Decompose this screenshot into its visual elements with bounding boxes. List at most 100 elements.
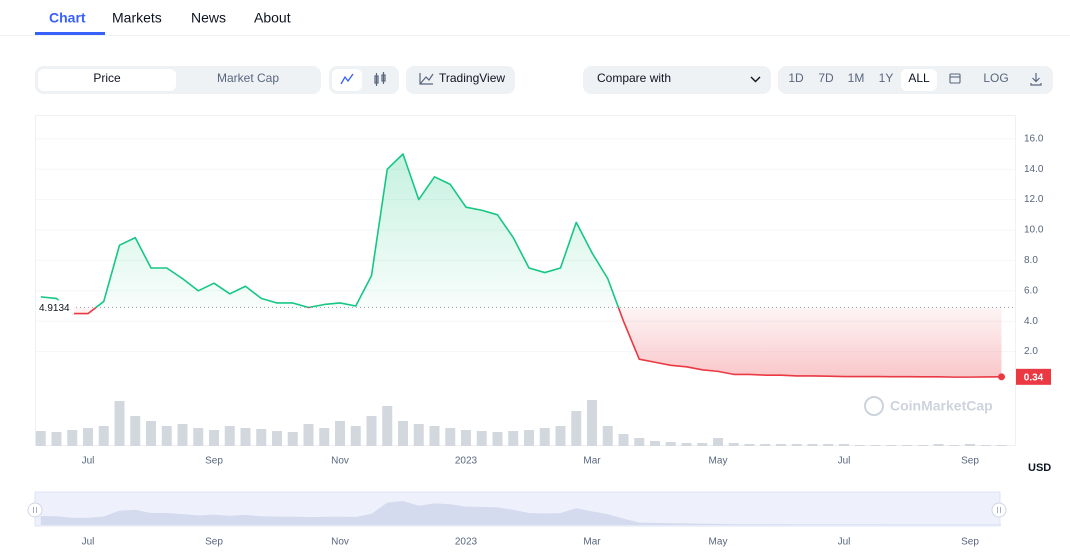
range-button[interactable]: 1D	[788, 71, 804, 85]
watermark: CoinMarketCap	[864, 396, 993, 416]
log-button[interactable]: LOG	[983, 71, 1008, 85]
volume-bar	[366, 416, 377, 446]
x-tick-label: Jul	[82, 456, 95, 467]
volume-bar	[256, 429, 267, 446]
x-tick-label: 2023	[455, 456, 478, 467]
toolbar: Price Market Cap TradingView Compare wit…	[35, 66, 1053, 94]
x-tick-label: Jul	[838, 456, 851, 467]
range-button[interactable]: ALL	[908, 71, 930, 85]
segment[interactable]: Price	[93, 71, 121, 85]
x-tick-label: May	[709, 456, 728, 467]
volume-bar	[539, 428, 550, 446]
y-tick-label: 2.0	[1024, 346, 1038, 357]
volume-bar	[413, 424, 424, 446]
volume-bar	[713, 438, 723, 446]
candle-icon[interactable]	[374, 72, 386, 86]
plot: 2.0 4.0 6.0 8.0 10.0 12.0 14.0 16.0 Jul Sep Nov 202…	[35, 133, 1051, 467]
volume-bar	[681, 443, 692, 446]
segment-selected[interactable]	[38, 69, 176, 91]
volume-bar	[854, 445, 865, 446]
tabs: Chart Markets News About	[0, 10, 1070, 36]
volume-bar	[933, 444, 944, 446]
volume-bar	[839, 444, 849, 446]
navigator-label: 2023	[455, 537, 478, 548]
volume-bar	[350, 426, 361, 446]
navigator-handle[interactable]	[991, 502, 1007, 518]
volume-bar	[949, 445, 960, 446]
volume-bar	[980, 445, 991, 446]
dropdown-label[interactable]: Compare with	[597, 71, 671, 85]
y-tick-label: 10.0	[1024, 225, 1044, 236]
tradingview-button[interactable]	[406, 66, 515, 94]
range-selected[interactable]	[901, 69, 937, 91]
tab[interactable]: Chart	[49, 10, 86, 26]
volume-bar	[996, 445, 1007, 446]
volume-bar	[965, 444, 975, 446]
volume-bar	[35, 431, 46, 446]
reference-label: 4.9134	[39, 303, 70, 314]
volume-bar	[870, 445, 881, 446]
last-value-label: 0.34	[1024, 372, 1044, 383]
watermark-logo	[864, 396, 884, 416]
volume-bar	[161, 426, 172, 446]
last-value-badge	[1016, 368, 1051, 385]
calendar-icon[interactable]	[949, 73, 961, 84]
navigator-label: Sep	[205, 537, 223, 548]
navigator-area	[40, 501, 1002, 525]
watermark-text: CoinMarketCap	[890, 398, 993, 414]
volume-bar	[760, 444, 771, 446]
tab[interactable]: News	[191, 10, 226, 26]
volume-bar	[728, 443, 739, 446]
range-button[interactable]: 1Y	[879, 71, 894, 85]
volume-bar	[83, 428, 93, 446]
y-tick-label: 14.0	[1024, 164, 1044, 175]
volume-bar	[823, 444, 834, 446]
chevron	[750, 76, 761, 83]
volume-bar	[382, 406, 393, 446]
volume-bar	[602, 426, 613, 446]
volume-bar	[272, 431, 282, 446]
navigator-label: Jul	[82, 537, 95, 548]
volume-bar	[508, 431, 519, 446]
volume-bar	[886, 445, 897, 446]
navigator-label: Mar	[583, 537, 601, 548]
volume-bar	[429, 426, 440, 446]
range-button[interactable]: 1M	[848, 71, 865, 85]
volume-bar	[587, 400, 597, 446]
line-icon	[340, 73, 354, 85]
volume-bar	[650, 441, 660, 446]
tv-icon	[419, 73, 434, 85]
volume-bar	[902, 445, 912, 446]
volume-bar	[51, 432, 62, 446]
unit-label: USD	[1028, 462, 1051, 474]
x-tick-label: Mar	[583, 456, 601, 467]
price-area	[40, 154, 1002, 378]
tab[interactable]: Markets	[112, 10, 162, 26]
navigator-handle[interactable]	[27, 502, 43, 518]
volume-bar	[634, 438, 645, 446]
volume-bar	[665, 442, 676, 446]
volume-bar	[130, 416, 141, 446]
volume-bar	[193, 428, 204, 446]
range-button[interactable]: 7D	[818, 71, 834, 85]
volume-bar	[445, 428, 456, 446]
tab[interactable]: About	[254, 10, 291, 26]
volume-bar	[744, 444, 755, 446]
volume-bar	[287, 432, 298, 446]
volume-bar	[492, 432, 503, 446]
volume-bar	[398, 421, 408, 446]
navigator-label: Jul	[838, 537, 851, 548]
y-tick-label: 16.0	[1024, 133, 1044, 144]
volume-bar	[303, 424, 314, 446]
button-label[interactable]: TradingView	[439, 71, 505, 85]
tab-underline	[35, 32, 105, 35]
compare-dropdown[interactable]	[583, 66, 771, 94]
navigator-label: Nov	[331, 537, 349, 548]
download-icon[interactable]	[1030, 73, 1042, 86]
volume-bar	[335, 421, 345, 446]
volume-bar	[67, 430, 78, 446]
x-tick-label: Nov	[331, 456, 349, 467]
volume-bar	[524, 430, 534, 446]
segment[interactable]: Market Cap	[217, 71, 279, 85]
